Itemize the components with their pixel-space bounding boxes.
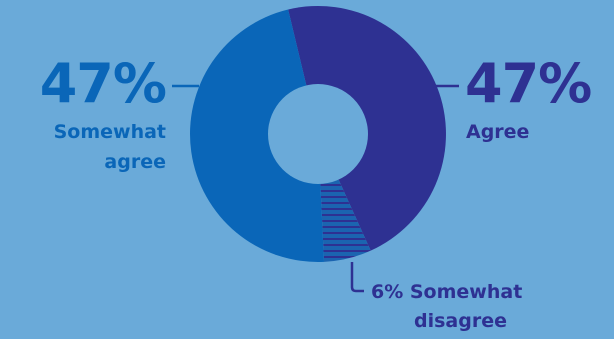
leader-line-somewhat-disagree xyxy=(350,262,364,293)
donut-slice-somewhat-agree xyxy=(190,9,325,263)
category-label-somewhat-disagree-line2: disagree xyxy=(414,310,507,332)
category-label-somewhat-agree-line2: agree xyxy=(104,151,166,173)
category-label-somewhat-disagree-line1: 6% Somewhat xyxy=(371,281,522,303)
donut-hole xyxy=(268,84,368,184)
category-label-agree: Agree xyxy=(466,121,529,143)
category-label-somewhat-agree-line1: Somewhat xyxy=(54,121,166,143)
pct-label-somewhat-agree: 47% xyxy=(40,52,166,115)
pct-label-agree: 47% xyxy=(465,52,591,115)
